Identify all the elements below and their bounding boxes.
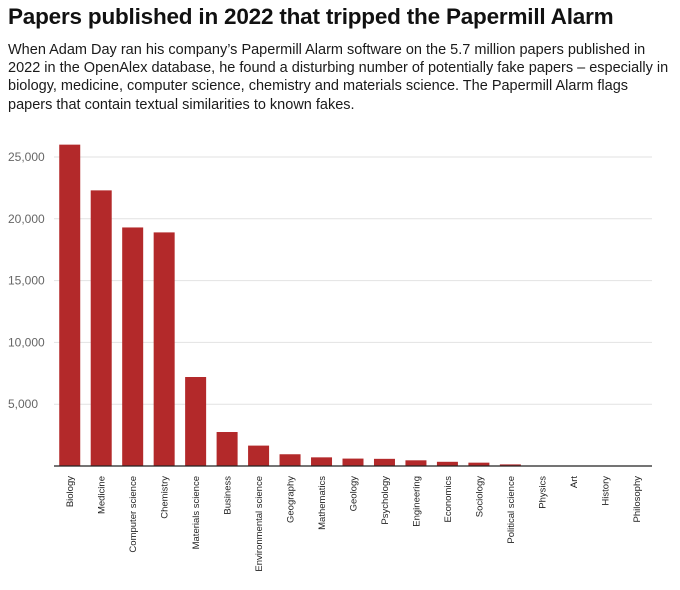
x-tick-label: Sociology: [474, 476, 485, 517]
x-tick-label: History: [600, 476, 611, 506]
bar: [185, 377, 207, 466]
y-tick-label: 25,000: [8, 150, 45, 164]
x-tick-label: Materials science: [191, 476, 202, 549]
bar: [405, 460, 427, 466]
x-tick-label: Chemistry: [160, 476, 171, 519]
x-tick-label: Political science: [506, 476, 517, 544]
y-tick-label: 15,000: [8, 274, 45, 288]
bar: [468, 462, 490, 466]
bar: [279, 454, 301, 466]
bar: [499, 464, 521, 466]
chart-subtitle: When Adam Day ran his company’s Papermil…: [8, 42, 669, 113]
y-axis-ticks: 5,000 10,000 15,000 20,000 25,000: [8, 150, 45, 411]
x-tick-label: Psychology: [380, 476, 391, 525]
x-tick-label: Art: [569, 476, 580, 489]
y-tick-label: 20,000: [8, 212, 45, 226]
x-tick-label: Medicine: [97, 476, 108, 514]
bars: [59, 144, 647, 467]
x-tick-label: Business: [223, 476, 234, 515]
x-axis-ticks: Biology Medicine Computer science Chemistry…: [65, 476, 643, 572]
x-tick-label: Geology: [349, 476, 360, 512]
bar: [122, 227, 144, 466]
x-tick-label: Physics: [537, 476, 548, 509]
x-tick-label: Economics: [443, 476, 454, 523]
bar: [216, 432, 238, 466]
x-tick-label: Mathematics: [317, 476, 328, 530]
bar: [342, 458, 364, 466]
bar: [153, 232, 175, 466]
gridlines: [54, 156, 652, 405]
bar: [248, 445, 270, 466]
x-tick-label: Geography: [286, 476, 297, 523]
x-tick-label: Computer science: [128, 476, 139, 553]
x-tick-label: Biology: [65, 476, 76, 507]
bar: [436, 461, 458, 466]
bar: [90, 190, 112, 466]
x-tick-label: Engineering: [411, 476, 422, 527]
x-tick-label: Environmental science: [254, 476, 265, 572]
bar: [373, 458, 395, 466]
chart-title: Papers published in 2022 that tripped th…: [8, 4, 614, 29]
y-tick-label: 5,000: [8, 397, 38, 411]
bar: [311, 457, 333, 466]
y-tick-label: 10,000: [8, 335, 45, 349]
x-tick-label: Philosophy: [632, 476, 643, 523]
bar: [59, 144, 81, 466]
